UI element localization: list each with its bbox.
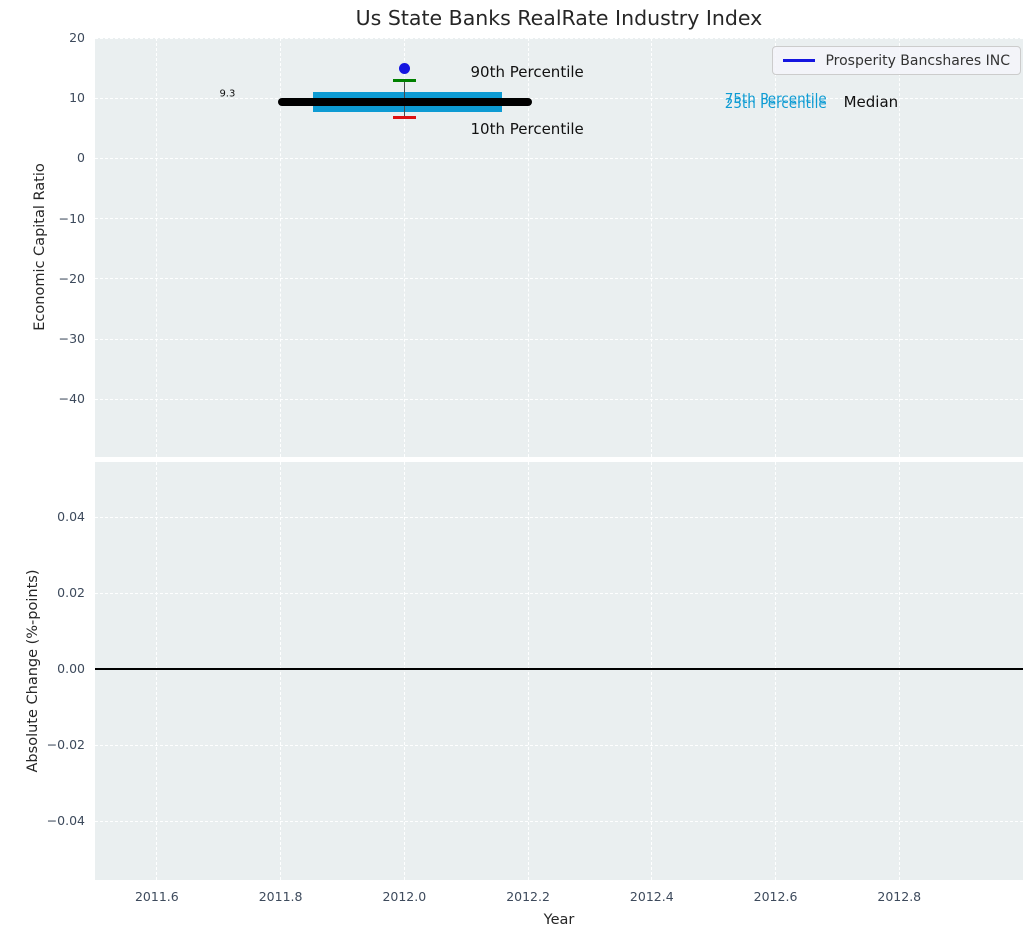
y-tick-label: −0.02 — [46, 737, 85, 753]
industry-p90-cap — [392, 78, 417, 82]
company-data-point — [398, 62, 410, 74]
y-tick-label: −20 — [58, 270, 85, 286]
chart-title: Us State Banks RealRate Industry Index — [355, 6, 763, 30]
gridline-horizontal — [95, 218, 1023, 220]
gridline-vertical — [775, 38, 777, 457]
gridline-vertical — [527, 38, 529, 457]
axes-absolute-change — [95, 462, 1023, 880]
y-tick-label: 0.02 — [57, 585, 85, 601]
annotation-25th-percentile: 25th Percentile — [724, 96, 827, 113]
y-tick-label: 0.04 — [57, 509, 85, 525]
x-axis-label-year: Year — [543, 912, 575, 928]
gridline-horizontal — [95, 338, 1023, 340]
gridline-vertical — [156, 462, 158, 880]
gridline-vertical — [280, 462, 282, 880]
y-tick-label: 0.00 — [57, 661, 85, 677]
gridline-vertical — [651, 462, 653, 880]
gridline-vertical — [898, 38, 900, 457]
gridline-vertical — [403, 462, 405, 880]
x-tick-label: 2012.2 — [506, 889, 550, 904]
y-tick-label: −40 — [58, 391, 85, 407]
industry-p10-cap — [392, 115, 417, 119]
legend-line-sample — [783, 59, 816, 62]
y-tick-label: 0 — [77, 150, 85, 166]
x-tick-label: 2011.6 — [134, 889, 179, 904]
x-tick-label: 2012.8 — [877, 889, 922, 904]
legend-label: Prosperity Bancshares INC — [825, 52, 1010, 69]
gridline-vertical — [280, 38, 282, 457]
gridline-horizontal — [95, 744, 1023, 746]
x-tick-label: 2011.8 — [258, 889, 303, 904]
legend: Prosperity Bancshares INC — [772, 46, 1021, 75]
y-axis-label-economic-capital-ratio: Economic Capital Ratio — [32, 163, 48, 331]
annotation-median: Median — [843, 93, 899, 112]
gridline-vertical — [403, 38, 405, 457]
gridline-horizontal — [95, 516, 1023, 518]
gridline-horizontal — [95, 278, 1023, 280]
x-tick-label: 2012.4 — [629, 889, 674, 904]
y-tick-label: −30 — [58, 331, 85, 346]
gridline-vertical — [527, 462, 529, 880]
axes-economic-capital-ratio — [95, 38, 1023, 457]
y-tick-label: 20 — [69, 30, 85, 45]
y-axis-label-absolute-change: Absolute Change (%-points) — [25, 569, 41, 773]
annotation-9-3: 9.3 — [219, 88, 236, 100]
annotation-90th-percentile: 90th Percentile — [470, 62, 584, 81]
gridline-horizontal — [95, 398, 1023, 400]
y-tick-label: 10 — [69, 90, 85, 106]
gridline-vertical — [775, 462, 777, 880]
annotation-75th-percentile: 75th Percentile — [724, 91, 827, 108]
gridline-vertical — [898, 462, 900, 880]
gridline-vertical — [651, 38, 653, 457]
gridline-horizontal — [95, 157, 1023, 159]
zero-reference-line — [95, 668, 1023, 671]
x-tick-label: 2012.6 — [753, 889, 798, 904]
gridline-horizontal — [95, 37, 1023, 39]
y-tick-label: −10 — [58, 210, 85, 226]
gridline-horizontal — [95, 97, 1023, 99]
y-tick-label: −0.04 — [46, 813, 85, 829]
gridline-horizontal — [95, 592, 1023, 594]
gridline-horizontal — [95, 820, 1023, 822]
gridline-vertical — [156, 38, 158, 457]
x-tick-label: 2012.0 — [382, 889, 427, 904]
industry-median-line — [277, 98, 533, 107]
annotation-10th-percentile: 10th Percentile — [470, 119, 584, 138]
